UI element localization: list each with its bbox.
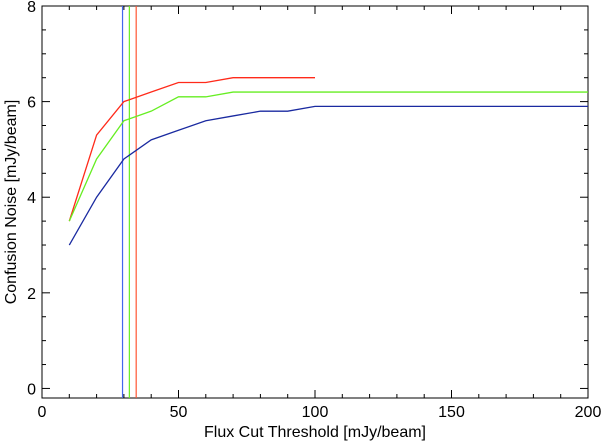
y-tick-label: 4	[27, 190, 36, 207]
axis-ticks: 0 50 100 150 200 0 2 4 6 8	[27, 0, 601, 421]
y-tick-label: 6	[27, 95, 36, 112]
x-axis-label: Flux Cut Threshold [mJy/beam]	[204, 424, 426, 441]
series-line-0	[68, 77, 315, 222]
series-line-2	[68, 105, 588, 246]
x-tick-label: 150	[438, 404, 465, 421]
series-line-1	[68, 91, 588, 222]
x-tick-label: 100	[302, 404, 329, 421]
x-tick-label: 0	[38, 404, 47, 421]
vertical-lines	[121, 6, 137, 398]
plot-frame	[41, 5, 589, 399]
x-tick-label: 50	[170, 404, 188, 421]
y-tick-label: 2	[27, 286, 36, 303]
y-tick-label: 8	[27, 0, 36, 16]
x-tick-label: 200	[575, 404, 602, 421]
y-tick-label: 0	[27, 381, 36, 398]
series-lines	[68, 77, 588, 246]
y-axis-label: Confusion Noise [mJy/beam]	[3, 100, 20, 305]
